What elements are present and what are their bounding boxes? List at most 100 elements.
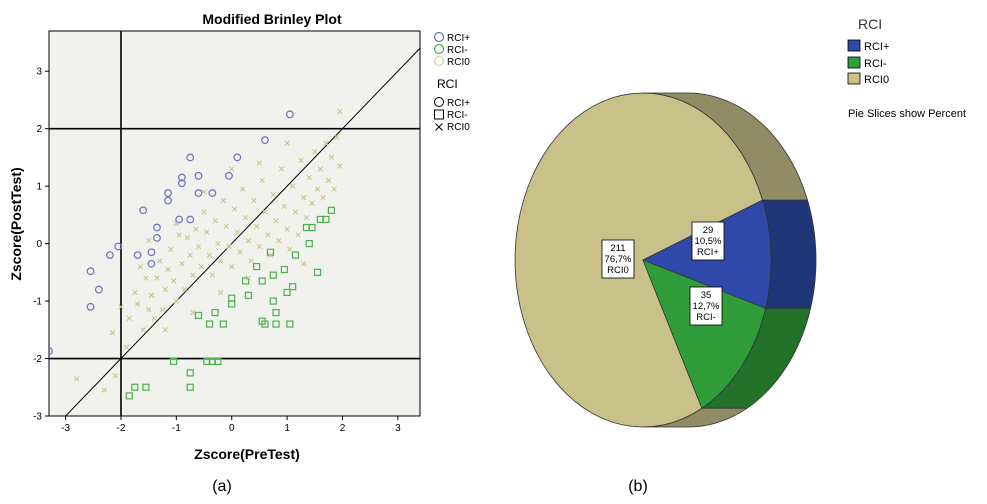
scatter-point — [186, 369, 194, 377]
scatter-point — [86, 267, 95, 276]
x-tick-label: 2 — [340, 423, 346, 434]
series-rci0 — [74, 108, 343, 393]
reference-line-diagonal — [64, 47, 420, 416]
pie-legend-title: RCI — [858, 16, 882, 32]
legend-lower-label-rci0: RCI0 — [447, 122, 470, 133]
scatter-point — [194, 311, 203, 320]
scatter-point — [215, 240, 221, 247]
x-tick-label: 1 — [284, 423, 290, 434]
scatter-point — [322, 215, 330, 224]
scatter-point — [153, 223, 161, 232]
legend-upper: RCI+ RCI- RCI0 — [433, 31, 470, 68]
scatter-point — [283, 288, 291, 297]
pie-legend: RCI RCI+ RCI- RCI0 Pie Slices show Perce… — [847, 16, 966, 120]
legend-lower-marker-circle — [434, 97, 444, 107]
legend-upper-label-rci-minus: RCI- — [447, 45, 468, 56]
legend-lower-label-rci-minus: RCI- — [447, 110, 468, 121]
scatter-point — [323, 140, 329, 146]
scatter-legend: RCI+ RCI- RCI0 RCI RCI+ RCI- RCI0 — [433, 31, 470, 133]
scatter-point — [195, 243, 202, 250]
x-axis-label: Zscore(PreTest) — [194, 446, 300, 462]
scatter-point — [208, 189, 217, 197]
scatter-point — [184, 235, 191, 241]
scatter-point — [334, 134, 340, 140]
y-tick-label: 1 — [36, 182, 42, 193]
scatter-point — [220, 197, 227, 204]
scatter-point — [218, 258, 224, 264]
scatter-point — [169, 357, 178, 366]
scatter-point — [291, 251, 300, 259]
scatter-point — [261, 136, 269, 145]
scatter-point — [205, 320, 214, 328]
scatter-point — [101, 387, 108, 393]
scatter-point — [153, 233, 161, 242]
scatter-point — [209, 272, 216, 278]
x-tick-label: 3 — [395, 423, 401, 434]
scatter-point — [314, 186, 321, 192]
caption-b: (b) — [628, 478, 648, 495]
scatter-point — [146, 307, 152, 313]
scatter-point — [244, 291, 252, 299]
pie-label-percent: 12,7% — [693, 301, 720, 312]
scatter-point — [328, 154, 335, 161]
scatter-point — [173, 220, 180, 227]
scatter-point — [190, 309, 196, 316]
scatter-point — [240, 186, 246, 192]
y-tick-label: 0 — [36, 239, 42, 250]
scatter-point — [168, 246, 174, 253]
scatter-point — [173, 298, 180, 304]
scatter-point — [331, 186, 337, 192]
scatter-point — [177, 179, 186, 188]
scatter-point — [231, 206, 238, 212]
scatter-point — [214, 357, 222, 366]
legend-upper-marker-rci-minus — [433, 43, 445, 55]
scatter-point — [186, 215, 195, 224]
legend-upper-marker-rci0 — [433, 55, 445, 67]
scatter-point — [182, 286, 188, 293]
pie-side-walls — [642, 92, 817, 428]
scatter-point — [245, 238, 251, 244]
pie-slice-rci-minus — [642, 259, 766, 409]
scatter-point — [212, 217, 218, 224]
pie-legend-label-rci0: RCI0 — [864, 74, 889, 86]
scatter-point — [186, 153, 195, 162]
scatter-point — [218, 289, 224, 296]
scatter-point — [164, 196, 172, 205]
scatter-point — [162, 327, 168, 333]
x-tick-label: -2 — [117, 423, 126, 434]
pie-legend-swatch-rci0 — [847, 72, 861, 85]
scatter-point — [234, 229, 240, 235]
legend-lower-marker-x — [435, 123, 443, 131]
legend-lower: RCI+ RCI- RCI0 — [434, 97, 470, 133]
scatter-point — [147, 248, 156, 257]
x-axis-ticks: -3 -2 -1 0 1 2 3 — [61, 416, 401, 434]
caption-a: (a) — [212, 478, 232, 495]
scatter-point — [287, 246, 293, 253]
pie-label-box — [601, 239, 635, 279]
x-tick-label: -1 — [172, 423, 181, 434]
x-tick-label: -3 — [61, 423, 70, 434]
scatter-point — [198, 263, 204, 270]
scatter-point — [94, 285, 103, 294]
y-tick-label: -1 — [33, 297, 42, 308]
scatter-point — [269, 297, 277, 305]
pie-label-count: 211 — [610, 243, 625, 254]
scatter-point — [139, 206, 148, 215]
scatter-point — [280, 265, 288, 274]
scatter-point — [286, 320, 294, 328]
reference-lines — [49, 31, 420, 416]
scatter-point — [229, 166, 235, 172]
scatter-point — [164, 189, 172, 197]
scatter-point — [190, 272, 196, 278]
chart-title: Modified Brinley Plot — [202, 11, 342, 27]
scatter-point — [262, 209, 268, 215]
pie-label-percent: 10,5% — [695, 236, 722, 247]
scatter-point — [313, 268, 322, 276]
scatter-point — [159, 307, 166, 313]
scatter-point — [137, 263, 144, 270]
scatter-point — [276, 238, 282, 244]
scatter-point — [112, 373, 119, 379]
